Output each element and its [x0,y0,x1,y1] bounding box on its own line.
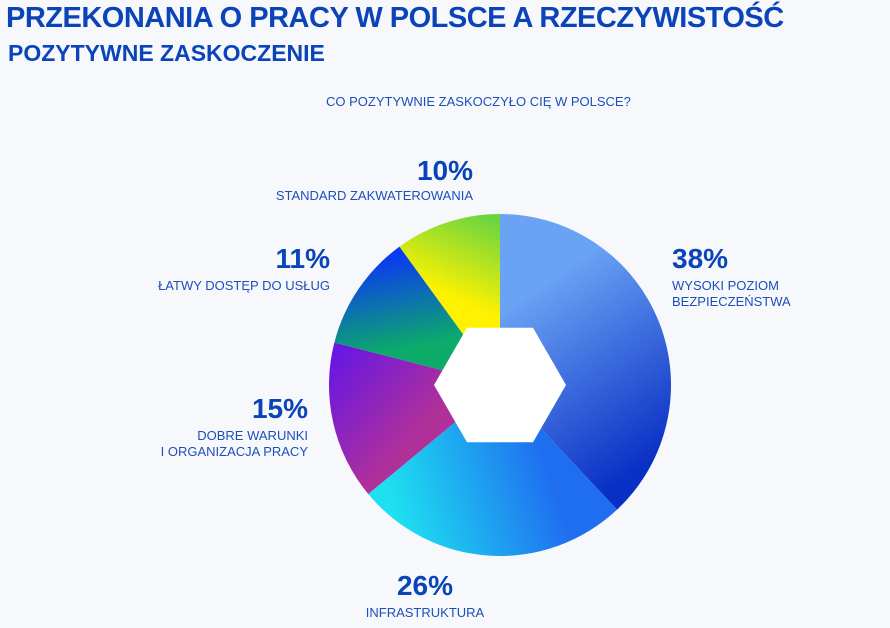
slice-infrastruktura [368,385,618,556]
slice-value-infrastruktura: 26% [397,570,453,601]
page-subtitle: POZYTYWNE ZASKOCZENIE [8,40,325,66]
slice-value-dobre-warunki-i-organizacja-pracy: 15% [252,393,308,424]
slice-label-wysoki-poziom-bezpieczenstwa: BEZPIECZEŃSTWA [672,294,791,309]
page-title: PRZEKONANIA O PRACY W POLSCE A RZECZYWIS… [6,2,784,34]
slice-value-latwy-dostep-do-uslug: 11% [276,243,331,274]
slice-value-wysoki-poziom-bezpieczenstwa: 38% [672,243,728,274]
center-hexagon [434,327,566,443]
slice-label-infrastruktura: INFRASTRUKTURA [366,605,485,620]
slice-label-dobre-warunki-i-organizacja-pracy: DOBRE WARUNKI [197,428,308,443]
slice-label-latwy-dostep-do-uslug: ŁATWY DOSTĘP DO USŁUG [158,278,330,293]
slice-label-dobre-warunki-i-organizacja-pracy: I ORGANIZACJA PRACY [161,444,309,459]
chart-question: CO POZYTYWNIE ZASKOCZYŁO CIĘ W POLSCE? [326,94,631,109]
slice-label-wysoki-poziom-bezpieczenstwa: WYSOKI POZIOM [672,278,779,293]
slice-value-standard-zakwaterowania: 10% [417,155,473,186]
slice-wysoki-poziom-bezpieczenstwa [500,214,671,510]
slice-label-standard-zakwaterowania: STANDARD ZAKWATEROWANIA [276,188,474,203]
